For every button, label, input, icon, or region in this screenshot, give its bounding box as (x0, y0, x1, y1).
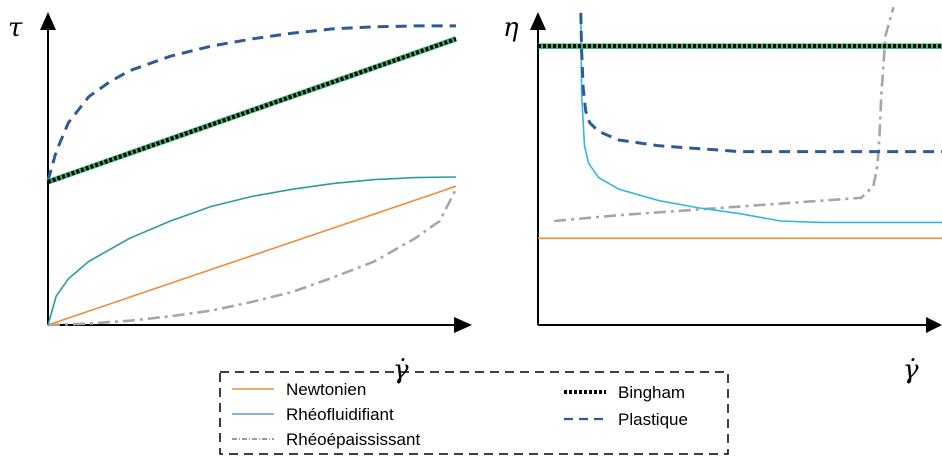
shear-stress-chart: τ γ̇ (8, 12, 472, 385)
legend-item-bingham: Bingham (564, 383, 685, 402)
series-rheofluidifiant (47, 176, 457, 326)
legend-label: Bingham (618, 383, 685, 402)
y-axis-arrow (40, 12, 56, 30)
legend-label: Newtonien (286, 380, 366, 399)
legend: Newtonien Rhéofluidifiant Rhéoépaississant… (219, 371, 729, 455)
legend-label: Plastique (618, 410, 688, 429)
y-axis-label: τ (8, 13, 23, 43)
series-newtonien (47, 185, 457, 326)
legend-item-rheofluidifiant: Rhéofluidifiant (232, 405, 394, 424)
viscosity-chart: η γ̇ (503, 6, 942, 385)
legend-item-rheoepaississant: Rhéoépaississant (232, 430, 420, 449)
series-bingham (47, 37, 457, 184)
legend-item-plastique: Plastique (564, 410, 688, 429)
series-rheoepaississant (554, 6, 895, 223)
x-axis-arrow (926, 317, 942, 333)
series-rheoepaississant (47, 188, 458, 327)
series-rheofluidifiant (580, 12, 942, 224)
legend-label: Rhéoépaississant (286, 430, 420, 449)
series-plastique (579, 12, 942, 154)
series-plastique (46, 24, 456, 181)
x-axis-label: γ̇ (393, 355, 409, 385)
series-layer (46, 24, 458, 327)
y-axis-label: η (503, 13, 519, 43)
x-axis-arrow (454, 317, 472, 333)
y-axis-arrow (530, 12, 546, 30)
legend-frame (219, 371, 729, 455)
x-axis-label: γ̇ (903, 355, 919, 385)
legend-label: Rhéofluidifiant (286, 405, 394, 424)
legend-item-newtonien: Newtonien (232, 380, 366, 399)
series-layer (538, 6, 942, 240)
